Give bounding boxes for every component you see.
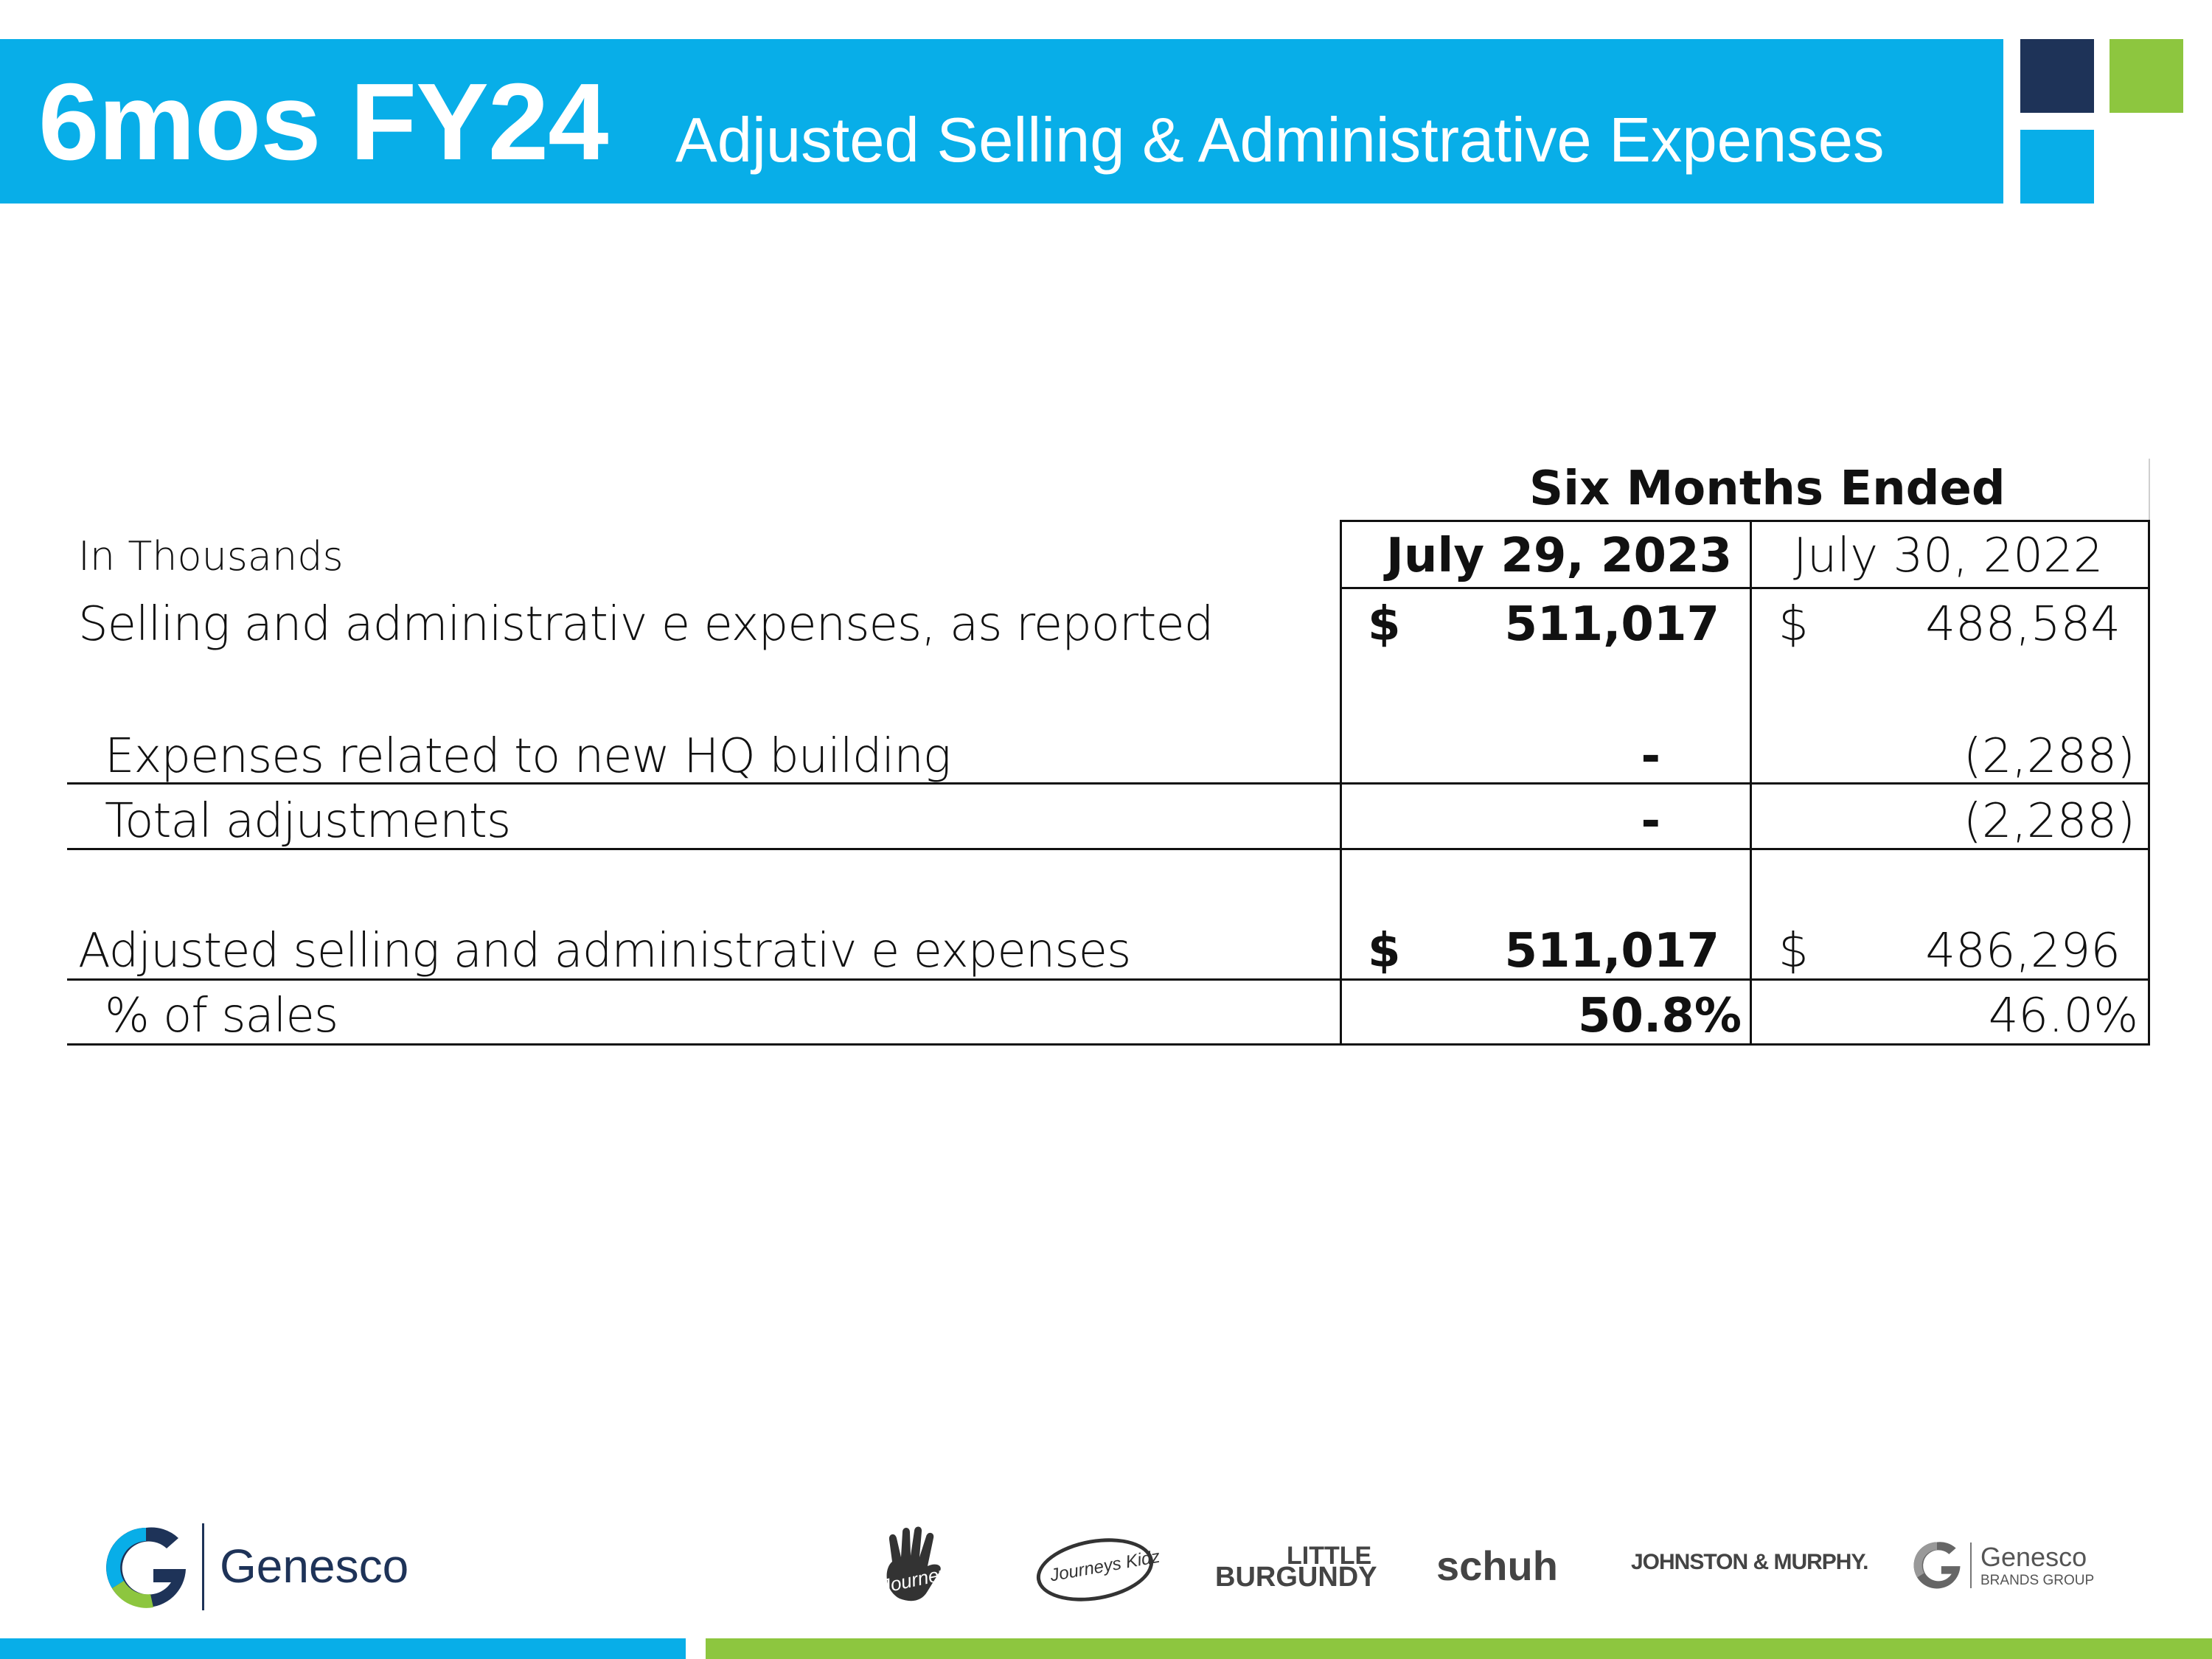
footer-blue-bar xyxy=(0,1638,686,1659)
value-2023-total-adjustments: - xyxy=(1641,794,1660,849)
rule-header-top xyxy=(1340,520,2150,522)
burgundy-wordmark: BURGUNDY xyxy=(1215,1562,1377,1593)
schuh-wordmark: schuh xyxy=(1436,1543,1558,1589)
rule-after-adjusted xyxy=(67,978,2150,981)
value-2023-hq-expenses: - xyxy=(1641,729,1660,784)
brands-group-name: Genesco xyxy=(1980,1542,2087,1572)
units-label: In Thousands xyxy=(78,533,344,580)
value-2023-adjusted: 511,017 xyxy=(1504,924,1720,978)
rule-header-bottom xyxy=(1340,587,2150,589)
brands-group-sub: BRANDS GROUP xyxy=(1980,1573,2095,1588)
genesco-brands-g-icon xyxy=(1913,1542,1961,1589)
johnston-murphy-wordmark: JOHNSTON & MURPHY. xyxy=(1631,1550,1868,1574)
currency-2022-adjusted: $ xyxy=(1778,924,1809,978)
navy-square-decoration xyxy=(2020,39,2094,113)
value-2022-total-adjustments: (2,288) xyxy=(1963,794,2135,849)
currency-2023-adjusted: $ xyxy=(1368,924,1401,978)
row-label-reported: Selling and administrativ e expenses, as… xyxy=(78,597,1214,652)
slide-subtitle: Adjusted Selling & Administrative Expens… xyxy=(675,105,1885,175)
genesco-brands-group-logo xyxy=(1911,1540,1963,1591)
genesco-logo xyxy=(102,1523,190,1612)
column-header-2023: July 29, 2023 xyxy=(1386,529,1733,583)
value-2022-hq-expenses: (2,288) xyxy=(1963,729,2135,784)
row-label-percent-of-sales: % of sales xyxy=(105,989,338,1043)
value-2022-reported: 488,584 xyxy=(1925,597,2121,652)
row-label-hq-expenses: Expenses related to new HQ building xyxy=(105,729,951,784)
period-header: Six Months Ended xyxy=(1529,462,2006,516)
genesco-logo-divider xyxy=(202,1523,204,1610)
value-2022-percent-of-sales: 46.0% xyxy=(1988,989,2138,1043)
little-wordmark: LITTLE xyxy=(1287,1542,1372,1570)
column-header-2022: July 30, 2022 xyxy=(1793,529,2104,583)
rule-after-total xyxy=(67,848,2150,850)
row-label-adjusted: Adjusted selling and administrativ e exp… xyxy=(78,924,1131,978)
rule-table-bottom xyxy=(67,1043,2150,1046)
footer-green-bar xyxy=(706,1638,2212,1659)
header-right-edge xyxy=(2149,459,2150,527)
journeys-hand-logo: Journeys xyxy=(870,1525,973,1606)
value-2023-percent-of-sales: 50.8% xyxy=(1577,989,1742,1043)
slide-title: 6mos FY24 xyxy=(38,61,608,183)
row-label-total-adjustments: Total adjustments xyxy=(105,794,511,849)
genesco-wordmark: Genesco xyxy=(220,1540,409,1593)
value-2023-reported: 511,017 xyxy=(1504,597,1720,652)
rule-after-hq xyxy=(67,782,2150,785)
journeys-kidz-logo: Journeys Kidz xyxy=(1032,1529,1162,1610)
blue-square-decoration xyxy=(2020,130,2094,204)
value-2022-adjusted: 486,296 xyxy=(1925,924,2121,978)
genesco-g-icon xyxy=(106,1527,186,1608)
journeys-kidz-wordmark: Journeys Kidz xyxy=(1048,1546,1162,1586)
title-banner xyxy=(0,39,2003,204)
hand-print-icon xyxy=(886,1526,941,1601)
green-square-decoration xyxy=(2110,39,2183,113)
currency-2023-reported: $ xyxy=(1368,597,1401,652)
brands-group-divider xyxy=(1970,1543,1972,1588)
currency-2022-reported: $ xyxy=(1778,597,1809,652)
